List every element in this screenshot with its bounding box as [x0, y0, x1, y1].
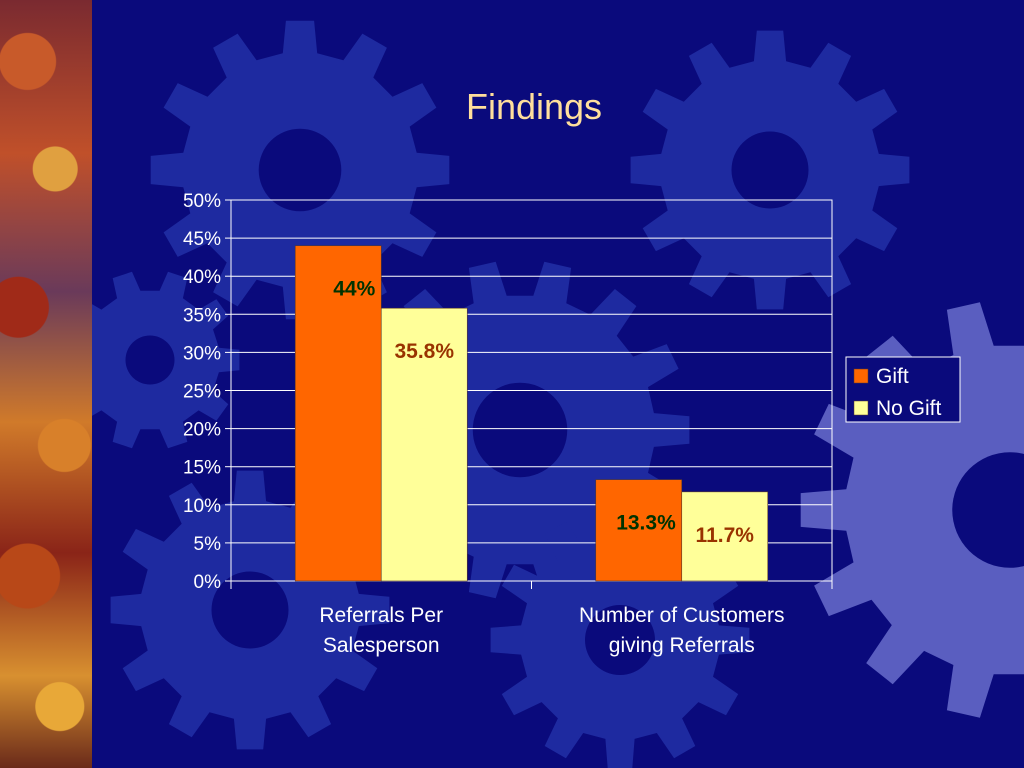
- y-tick-label: 40%: [183, 267, 221, 288]
- data-label: 44%: [333, 278, 375, 301]
- y-tick-label: 10%: [183, 496, 221, 517]
- decorative-side-strip: [0, 0, 92, 768]
- data-label: 13.3%: [616, 512, 676, 535]
- gear-hole: [731, 131, 809, 209]
- bar-gift: [294, 245, 382, 582]
- y-tick-label: 5%: [194, 534, 222, 555]
- y-tick-label: 50%: [183, 191, 221, 212]
- x-category-label: giving Referrals: [609, 634, 755, 657]
- bar-no-gift: [681, 491, 769, 582]
- gear-hole: [952, 452, 1024, 568]
- gear-shape: [800, 302, 1024, 718]
- x-category-label: Salesperson: [323, 634, 440, 657]
- bar-gift: [595, 479, 683, 582]
- bar-no-gift: [380, 307, 468, 582]
- y-tick-label: 0%: [194, 572, 222, 593]
- y-tick-label: 35%: [183, 305, 221, 326]
- gear-hole: [472, 382, 568, 478]
- legend-label: Gift: [876, 365, 909, 388]
- x-category-label: Number of Customers: [579, 604, 784, 627]
- data-label: 11.7%: [696, 524, 755, 547]
- gear-hole: [585, 605, 655, 675]
- y-tick-label: 30%: [183, 343, 221, 364]
- legend-swatch: [853, 400, 869, 416]
- x-category-label: Referrals Per: [319, 604, 443, 627]
- data-label: 35.8%: [394, 340, 454, 363]
- legend-swatch: [853, 368, 869, 384]
- y-tick-label: 25%: [183, 382, 221, 403]
- y-tick-label: 15%: [183, 458, 221, 479]
- gear-hole: [125, 335, 175, 385]
- gear-hole: [258, 128, 342, 212]
- slide-title: Findings: [465, 86, 603, 127]
- y-tick-label: 45%: [183, 229, 221, 250]
- legend-label: No Gift: [876, 397, 942, 420]
- y-tick-label: 20%: [183, 420, 221, 441]
- gear-hole: [211, 571, 289, 649]
